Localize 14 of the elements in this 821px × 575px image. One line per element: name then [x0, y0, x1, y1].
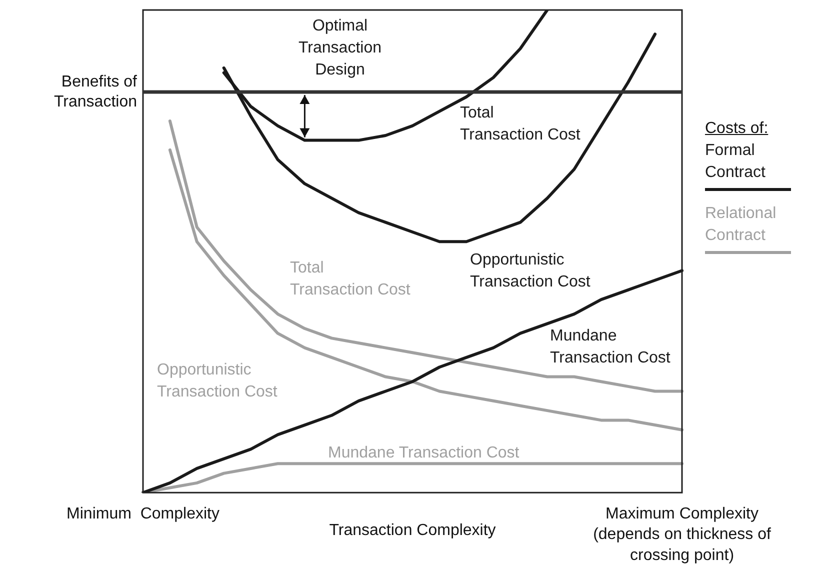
legend-title: Costs of:: [705, 119, 770, 139]
ref-line-label: Benefits of Transaction: [54, 73, 138, 110]
annotation: Optimal Transaction Design: [298, 17, 382, 78]
x-tick-label: Maximum Complexity (depends on thickness of crossing point): [593, 505, 772, 564]
annotation: Opportunistic Transaction Cost: [470, 251, 591, 290]
text: Relational Contract: [705, 204, 778, 246]
x-axis-title: Transaction Complexity: [329, 522, 496, 540]
annotation: Opportunistic Transaction Cost: [157, 361, 278, 400]
annotation: Mundane Transaction Cost: [550, 327, 671, 366]
annotation: Total Transaction Cost: [290, 259, 411, 298]
text: Formal Contract: [705, 141, 766, 183]
annotation: Mundane Transaction Cost: [328, 444, 520, 462]
x-tick-label: Minimum Complexity: [66, 505, 220, 522]
annotation: Total Transaction Cost: [460, 104, 581, 144]
